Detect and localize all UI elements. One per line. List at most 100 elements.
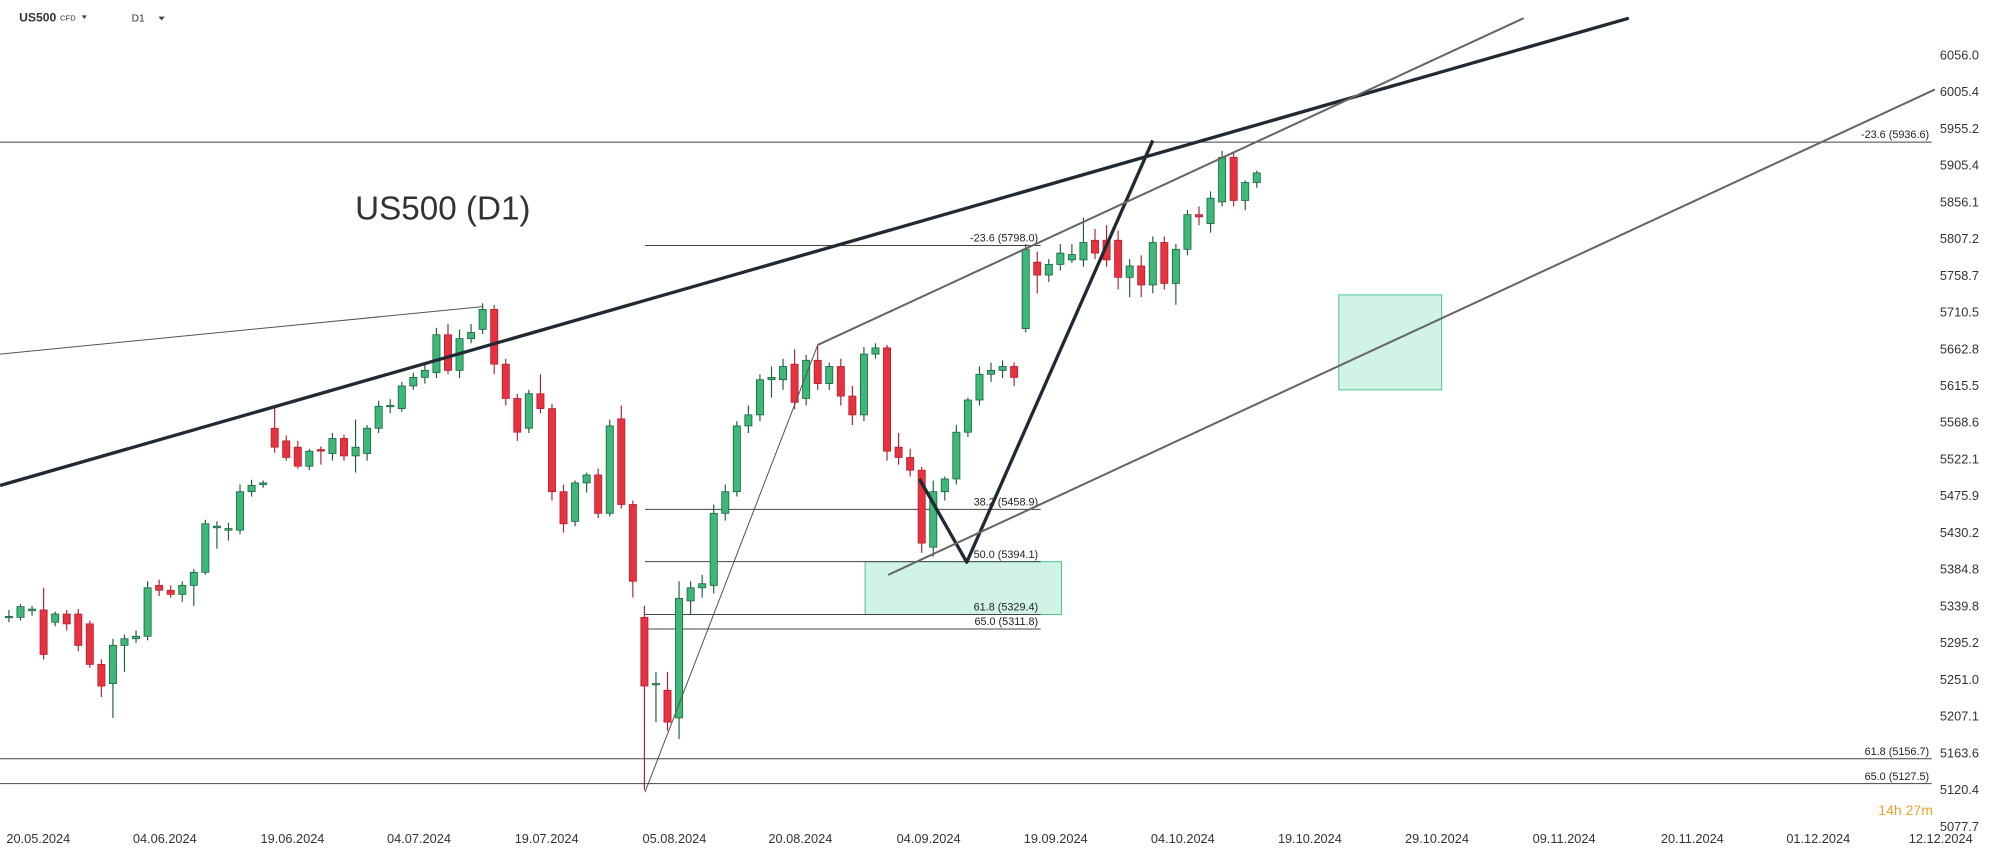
- candle-body: [686, 587, 695, 602]
- y-tick-label: 5955.2: [1940, 121, 1979, 136]
- y-tick-label: 6056.0: [1940, 47, 1979, 62]
- x-tick-label: 19.07.2024: [515, 831, 579, 846]
- candle-body: [1137, 265, 1146, 286]
- candle-body: [917, 469, 926, 544]
- dropdown-caret[interactable]: [158, 16, 165, 21]
- candle-body: [189, 571, 198, 586]
- candle-body: [74, 613, 83, 646]
- candle-body: [1056, 252, 1065, 265]
- interval[interactable]: D1: [132, 14, 145, 25]
- y-tick-label: 5856.1: [1940, 194, 1979, 209]
- candle-body: [675, 598, 684, 719]
- candle-body: [132, 635, 140, 640]
- y-tick-label: 5475.9: [1940, 488, 1979, 503]
- candle-body: [247, 484, 256, 493]
- trendlines: [0, 16, 1936, 793]
- candle-body: [155, 584, 164, 591]
- candle-body: [1241, 182, 1250, 201]
- candle-body: [998, 366, 1007, 371]
- candle-body: [478, 309, 487, 330]
- symbol-selector[interactable]: US500 CFD: [19, 11, 87, 25]
- y-tick-label: 5339.8: [1940, 598, 1979, 613]
- dropdown-caret[interactable]: [81, 15, 87, 20]
- y-tick-label: 5077.7: [1940, 819, 1979, 834]
- x-tick-label: 20.11.2024: [1661, 831, 1724, 846]
- candle-body: [1091, 239, 1099, 254]
- candle-body: [571, 482, 580, 522]
- fib-label: -23.6 (5798.0): [970, 233, 1038, 245]
- candle-body: [929, 491, 938, 548]
- fib-label: 65.0 (5127.5): [1865, 771, 1930, 783]
- candle-body: [663, 689, 672, 723]
- candle-body: [513, 398, 522, 433]
- candle-body: [28, 608, 37, 612]
- candle-body: [270, 427, 279, 448]
- x-tick-label: 12.12.2024: [1909, 831, 1973, 846]
- candle-body: [386, 405, 395, 408]
- y-tick-label: 5905.4: [1940, 158, 1979, 173]
- candle-body: [582, 474, 591, 484]
- candle-body: [1183, 214, 1192, 250]
- fib-label: 61.8 (5329.4): [974, 602, 1039, 614]
- candle-body: [316, 449, 325, 452]
- candle-body: [709, 512, 718, 586]
- x-tick-label: 05.08.2024: [642, 831, 706, 846]
- trendline: [917, 139, 1155, 564]
- y-tick-label: 5758.7: [1940, 268, 1979, 283]
- candle-body: [548, 408, 556, 493]
- symbol[interactable]: US500: [19, 11, 56, 25]
- candle-body: [594, 474, 603, 514]
- candle-body: [1160, 242, 1169, 284]
- y-tick-label: 5295.2: [1940, 635, 1979, 650]
- candle-body: [859, 353, 868, 416]
- candle-body: [120, 638, 129, 646]
- candle-body: [236, 491, 244, 531]
- candle-body: [651, 683, 660, 686]
- candle-body: [940, 478, 949, 493]
- candle-body: [363, 427, 372, 454]
- x-tick-label: 01.12.2024: [1786, 831, 1850, 846]
- candle-body: [340, 438, 348, 457]
- y-tick-label: 5568.6: [1940, 415, 1979, 430]
- candle-body: [305, 450, 314, 467]
- candle-body: [166, 589, 175, 595]
- trendline: [0, 306, 483, 355]
- candle-body: [143, 587, 152, 637]
- x-tick-label: 04.06.2024: [133, 831, 197, 846]
- interval-selector[interactable]: D1: [132, 14, 165, 25]
- candle-body: [628, 504, 637, 582]
- candle-body: [4, 616, 13, 619]
- y-tick-label: 5207.1: [1940, 709, 1979, 724]
- candle-body: [432, 334, 441, 374]
- candle-body: [744, 414, 753, 427]
- trendline: [817, 17, 1525, 346]
- fib-label: 65.0 (5311.8): [974, 616, 1038, 628]
- candle-body: [444, 334, 452, 371]
- x-tick-label: 04.10.2024: [1151, 831, 1215, 846]
- candle-body: [224, 528, 233, 531]
- candle-body: [1206, 197, 1215, 225]
- fib-label: 38.2 (5458.9): [974, 497, 1039, 509]
- axes: 6056.0 6005.4 5955.2 5905.4 5856.1 5807.2 5758…: [6, 47, 1979, 846]
- candle-body: [1067, 254, 1076, 261]
- candle-body: [605, 425, 614, 514]
- candle-body: [1114, 239, 1123, 278]
- y-tick-label: 6005.4: [1940, 84, 1979, 99]
- x-tick-label: 20.08.2024: [768, 831, 832, 846]
- candle-body: [351, 446, 360, 457]
- candle-body: [467, 332, 476, 340]
- candle-body: [420, 369, 429, 378]
- candle-body: [1252, 172, 1261, 183]
- candle-body: [97, 664, 106, 687]
- y-tick-label: 5384.8: [1940, 562, 1979, 577]
- trendline: [644, 344, 819, 793]
- candle-body: [409, 376, 418, 387]
- y-tick-label: 5807.2: [1940, 231, 1979, 246]
- candle-body: [397, 385, 406, 409]
- y-tick-label: 5710.5: [1940, 305, 1979, 320]
- x-tick-label: 20.05.2024: [6, 831, 70, 846]
- candle-body: [790, 363, 799, 403]
